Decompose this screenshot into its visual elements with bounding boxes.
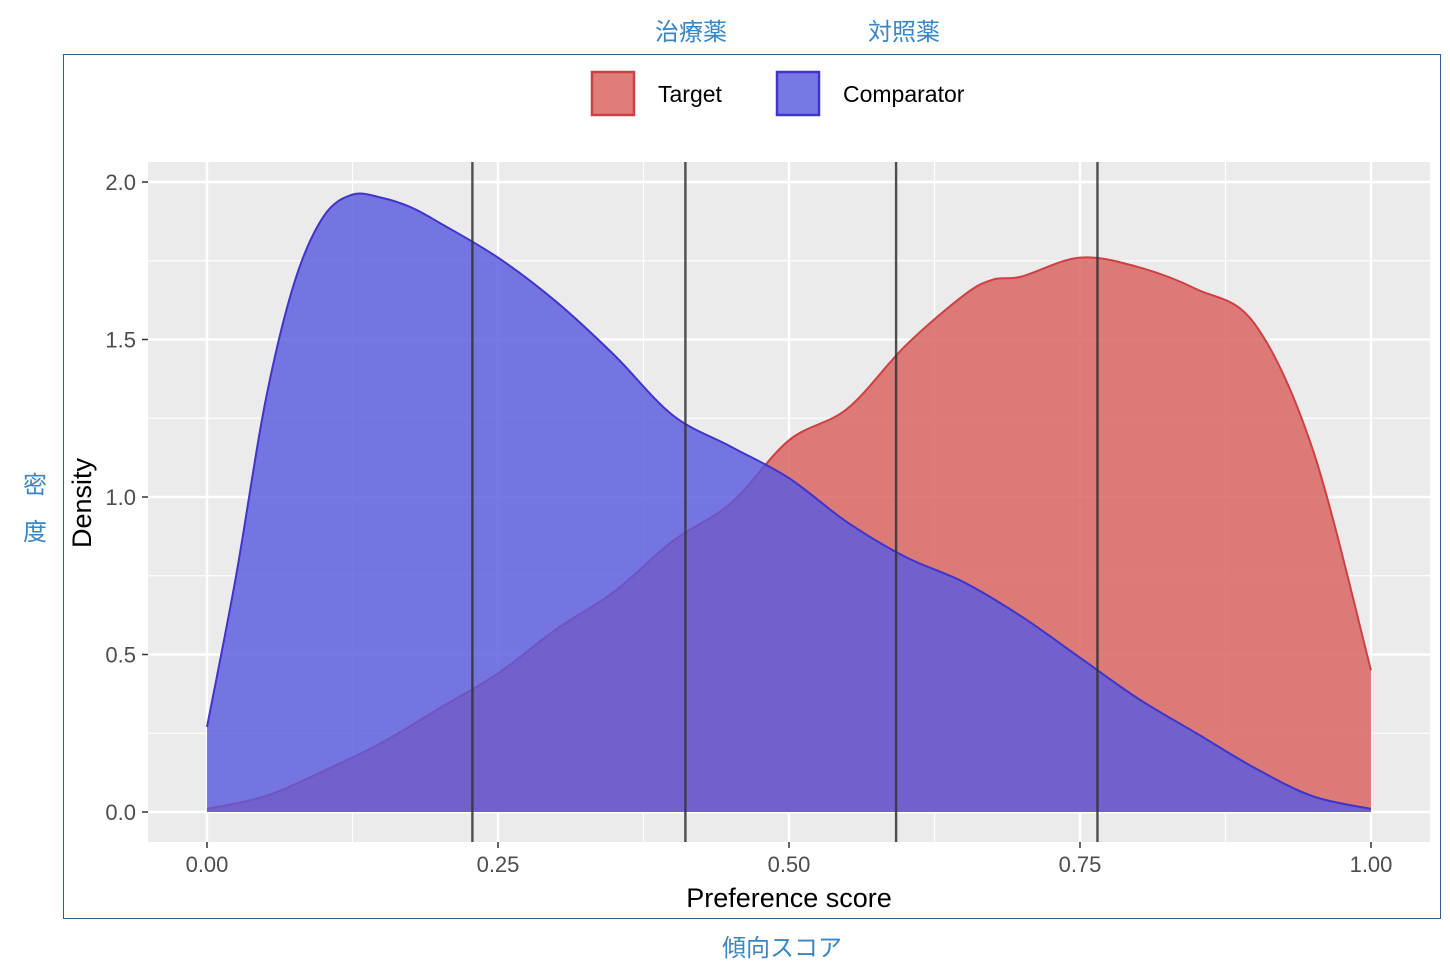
vertical-lines: [471, 162, 1099, 842]
annotation-density-char2: 度: [23, 518, 47, 546]
y-tick-label: 2.0: [105, 170, 136, 195]
x-axis-title: Preference score: [686, 883, 892, 913]
comparator-density-area-outline: [206, 192, 1372, 810]
annotation-propensity-score: 傾向スコア: [722, 934, 842, 962]
annotation-treatment: 治療薬: [655, 18, 727, 46]
legend-key-comparator: [775, 70, 821, 117]
y-tick-label: 0.5: [105, 643, 136, 668]
x-axis: 0.00 0.25 0.50 0.75 1.00: [186, 842, 1393, 877]
legend: Target Comparator: [590, 70, 965, 117]
x-tick-label: 0.25: [477, 852, 520, 877]
y-tick-label: 1.5: [105, 328, 136, 353]
y-tick-label: 1.0: [105, 485, 136, 510]
legend-label-target: Target: [658, 81, 723, 107]
annotation-density-char1: 密: [23, 471, 47, 499]
x-tick-label: 0.75: [1059, 852, 1102, 877]
annotation-density: 密 度: [20, 462, 50, 556]
comparator-density-area: [207, 193, 1371, 813]
annotation-control: 対照薬: [868, 18, 940, 46]
x-tick-label: 0.00: [186, 852, 229, 877]
y-axis-title: Density: [67, 457, 97, 548]
legend-label-comparator: Comparator: [843, 81, 965, 107]
y-tick-label: 0.0: [105, 800, 136, 825]
x-tick-label: 0.50: [768, 852, 811, 877]
y-axis: 0.0 0.5 1.0 1.5 2.0: [105, 170, 148, 825]
x-tick-label: 1.00: [1350, 852, 1393, 877]
legend-key-target: [590, 70, 636, 117]
density-areas: [206, 192, 1372, 813]
